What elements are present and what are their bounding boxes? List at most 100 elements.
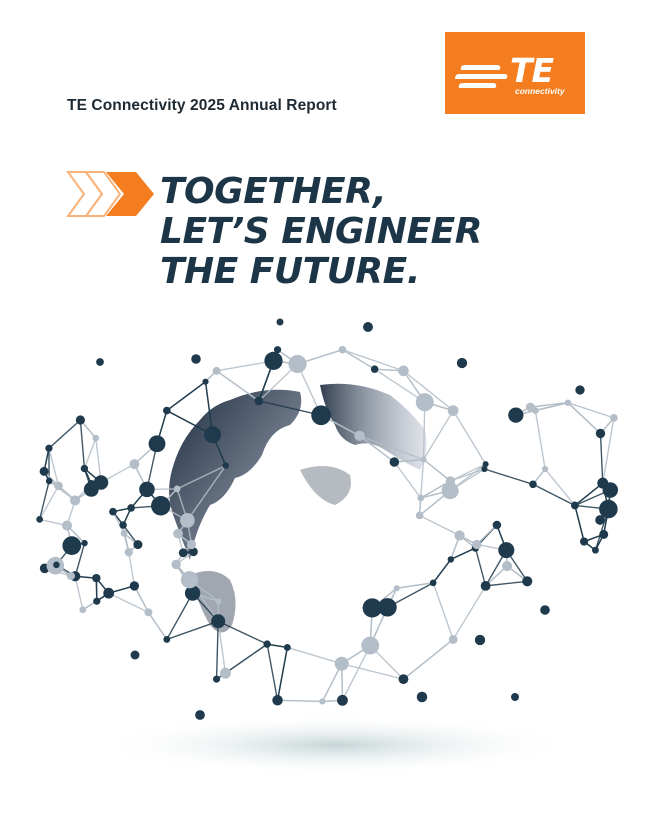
network-node [441,482,459,500]
network-edge [485,580,528,587]
network-edge [530,401,568,408]
network-edge [599,433,604,484]
network-edge [476,524,498,545]
network-edge [450,468,485,482]
network-node [93,475,109,490]
network-node [195,710,205,720]
network-edge [419,514,460,537]
network-node [416,691,428,703]
network-edge [287,646,342,665]
network-node [579,537,589,546]
network-node [96,358,104,366]
network-node [264,351,283,370]
network-edge [394,458,424,463]
network-node [571,501,579,510]
headline-line-2: LET’S ENGINEER [160,211,482,252]
network-node [378,598,397,617]
network-edge [128,552,136,586]
network-edge [420,459,425,499]
network-edge [95,438,102,483]
headline-line-1: TOGETHER, [160,171,387,212]
network-edge [341,663,404,680]
ground-shadow [95,715,575,775]
network-edge [216,360,274,372]
network-edge [452,410,487,465]
logo-tagline: connectivity [515,86,565,96]
network-edge [176,464,227,490]
network-node [288,354,307,374]
network-node [602,482,619,498]
network-node [354,430,365,442]
logo-stripes-icon [455,65,508,88]
network-node [212,366,221,375]
network-node [481,465,488,473]
network-node [124,547,134,557]
te-connectivity-logo [445,32,585,114]
network-node [448,634,458,644]
network-node [189,547,198,557]
network-edge [567,402,601,434]
network-edge [39,485,60,520]
network-edge [403,370,454,412]
network-edge [532,483,576,507]
network-node [119,521,127,529]
network-node [92,573,101,583]
network-node [180,571,199,589]
network-node [184,585,201,601]
network-node [129,581,140,591]
network-node [417,494,425,502]
network-node [180,513,195,528]
network-node [502,561,513,572]
network-edge [186,465,227,521]
network-node [429,579,437,587]
network-node [610,414,618,422]
network-node [45,477,53,485]
network-edge [74,576,84,610]
network-node [92,434,100,442]
network-node [511,693,519,701]
network-node [93,597,101,605]
network-edge [166,409,213,436]
network-edge [342,349,404,372]
network-edge [74,542,86,577]
network-node [508,407,524,423]
network-edge [374,368,426,403]
network-edge [277,699,323,703]
network-edge [48,448,60,486]
network-node [522,576,533,587]
network-node [595,428,606,439]
network-node [447,405,459,416]
network-edge [112,511,125,534]
network-node [415,393,434,412]
network-edge [38,480,50,520]
network-edge [403,638,454,680]
network-node [144,608,153,617]
network-node [79,606,87,614]
network-node [103,587,115,599]
network-node [202,378,209,385]
network-node [420,456,427,463]
network-node [456,357,468,369]
network-node [36,516,43,523]
network-edge [574,482,604,507]
network-node [70,495,81,506]
network-edge [544,468,576,506]
network-node [171,559,181,570]
network-edge [215,621,219,680]
network-node [151,496,171,516]
network-node [272,695,283,706]
network-edge [422,410,454,460]
network-edge [450,547,476,561]
network-node [319,698,326,705]
network-node [139,481,155,498]
network-edge [359,435,395,463]
network-node [482,461,489,468]
network-edge [432,559,452,584]
network-node [599,499,618,519]
network-node [215,598,222,605]
network-node [66,572,75,581]
network-edge [79,419,86,469]
network-node [529,480,537,489]
network-edge [83,437,97,469]
